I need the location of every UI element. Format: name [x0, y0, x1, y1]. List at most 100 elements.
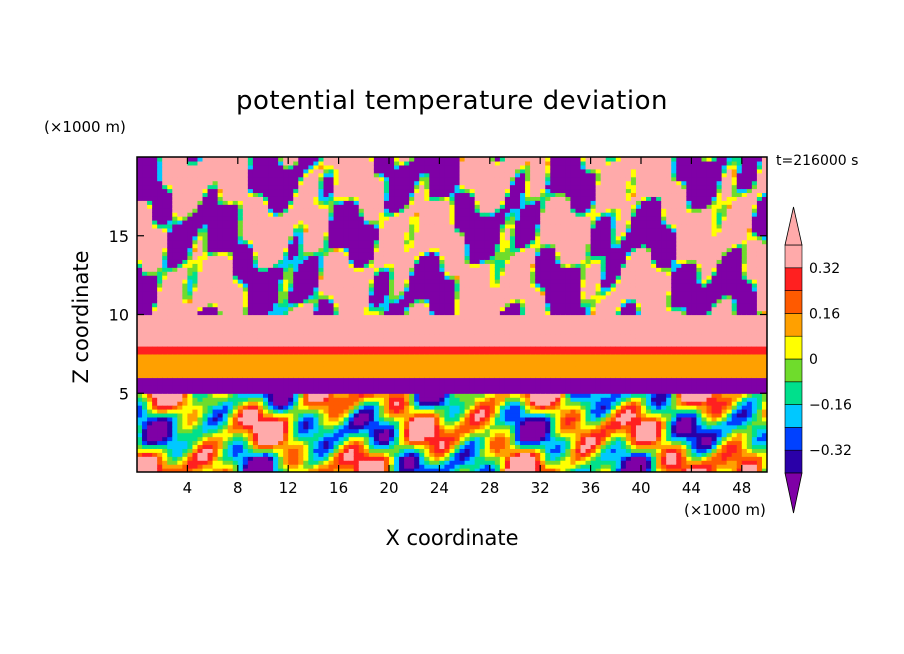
- heatmap-cell: [268, 349, 274, 355]
- heatmap-cell: [207, 184, 214, 190]
- heatmap-cell: [394, 349, 400, 355]
- heatmap-cell: [167, 412, 173, 418]
- heatmap-cell: [444, 342, 451, 347]
- heatmap-cell: [373, 464, 380, 469]
- heatmap-cell: [429, 464, 435, 469]
- heatmap-cell: [247, 294, 254, 300]
- heatmap-cell: [333, 318, 340, 323]
- heatmap-cell: [424, 460, 430, 465]
- heatmap-cell: [232, 468, 239, 472]
- heatmap-cell: [177, 393, 183, 398]
- heatmap-cell: [399, 286, 405, 292]
- heatmap-cell: [439, 373, 446, 379]
- heatmap-cell: [424, 263, 430, 268]
- heatmap-cell: [172, 184, 178, 190]
- heatmap-cell: [439, 283, 446, 288]
- heatmap-cell: [363, 428, 370, 434]
- heatmap-cell: [353, 275, 360, 280]
- heatmap-cell: [394, 172, 400, 178]
- heatmap-cell: [399, 377, 405, 383]
- heatmap-cell: [187, 346, 194, 351]
- heatmap-cell: [328, 389, 335, 394]
- heatmap-cell: [298, 385, 304, 390]
- heatmap-cell: [212, 157, 219, 162]
- heatmap-cell: [182, 223, 188, 229]
- time-label: t=216000 s: [776, 153, 859, 169]
- heatmap-cell: [212, 405, 219, 410]
- heatmap-cell: [373, 460, 380, 465]
- heatmap-cell: [252, 176, 259, 182]
- heatmap-cell: [318, 204, 325, 209]
- heatmap-cell: [424, 239, 430, 245]
- heatmap-cell: [207, 212, 214, 217]
- heatmap-cell: [147, 377, 153, 383]
- heatmap-cell: [444, 460, 451, 465]
- heatmap-cell: [328, 357, 335, 363]
- heatmap-cell: [444, 381, 451, 386]
- heatmap-cell: [404, 416, 410, 422]
- heatmap-cell: [288, 338, 294, 343]
- heatmap-cell: [323, 208, 330, 213]
- heatmap-cell: [363, 342, 370, 347]
- heatmap-cell: [212, 397, 219, 402]
- heatmap-cell: [348, 369, 355, 375]
- heatmap-cell: [383, 310, 390, 316]
- heatmap-cell: [263, 275, 269, 280]
- heatmap-cell: [293, 275, 299, 280]
- heatmap-cell: [167, 405, 173, 410]
- heatmap-cell: [439, 412, 446, 418]
- heatmap-cell: [232, 216, 239, 221]
- heatmap-cell: [237, 322, 244, 327]
- heatmap-cell: [222, 212, 229, 217]
- heatmap-cell: [273, 314, 279, 320]
- heatmap-cell: [207, 381, 214, 386]
- heatmap-cell: [429, 353, 435, 359]
- heatmap-cell: [383, 346, 390, 351]
- heatmap-cell: [404, 330, 410, 335]
- heatmap-cell: [152, 231, 158, 237]
- heatmap-cell: [192, 259, 199, 264]
- heatmap-cell: [212, 259, 219, 264]
- heatmap-cell: [212, 184, 219, 190]
- heatmap-cell: [207, 357, 214, 363]
- heatmap-cell: [434, 157, 440, 162]
- heatmap-cell: [389, 306, 395, 312]
- heatmap-cell: [383, 275, 390, 280]
- heatmap-cell: [187, 192, 194, 197]
- heatmap-cell: [167, 160, 173, 166]
- heatmap-cell: [142, 361, 148, 367]
- heatmap-cell: [328, 349, 335, 355]
- heatmap-cell: [182, 294, 188, 300]
- heatmap-cell: [389, 318, 395, 323]
- heatmap-cell: [187, 397, 194, 402]
- heatmap-cell: [414, 369, 420, 375]
- heatmap-cell: [409, 306, 415, 312]
- heatmap-cell: [368, 204, 375, 209]
- heatmap-cell: [263, 353, 269, 359]
- heatmap-cell: [389, 468, 395, 472]
- heatmap-cell: [399, 172, 405, 178]
- heatmap-cell: [217, 294, 224, 300]
- heatmap-cell: [182, 310, 188, 316]
- heatmap-cell: [147, 294, 153, 300]
- heatmap-cell: [378, 416, 385, 422]
- heatmap-cell: [187, 353, 194, 359]
- heatmap-cell: [343, 160, 350, 166]
- heatmap-cell: [167, 176, 173, 182]
- heatmap-cell: [242, 204, 249, 209]
- heatmap-cell: [278, 460, 284, 465]
- heatmap-cell: [157, 208, 163, 213]
- heatmap-cell: [434, 416, 440, 422]
- heatmap-cell: [394, 271, 400, 276]
- heatmap-cell: [142, 353, 148, 359]
- heatmap-cell: [439, 255, 446, 260]
- heatmap-cell: [323, 172, 330, 178]
- heatmap-cell: [278, 334, 284, 339]
- heatmap-cell: [419, 290, 425, 296]
- heatmap-cell: [298, 294, 304, 300]
- heatmap-cell: [142, 401, 148, 406]
- heatmap-cell: [313, 464, 320, 469]
- heatmap-cell: [137, 298, 143, 304]
- heatmap-cell: [227, 164, 234, 170]
- heatmap-cell: [167, 204, 173, 209]
